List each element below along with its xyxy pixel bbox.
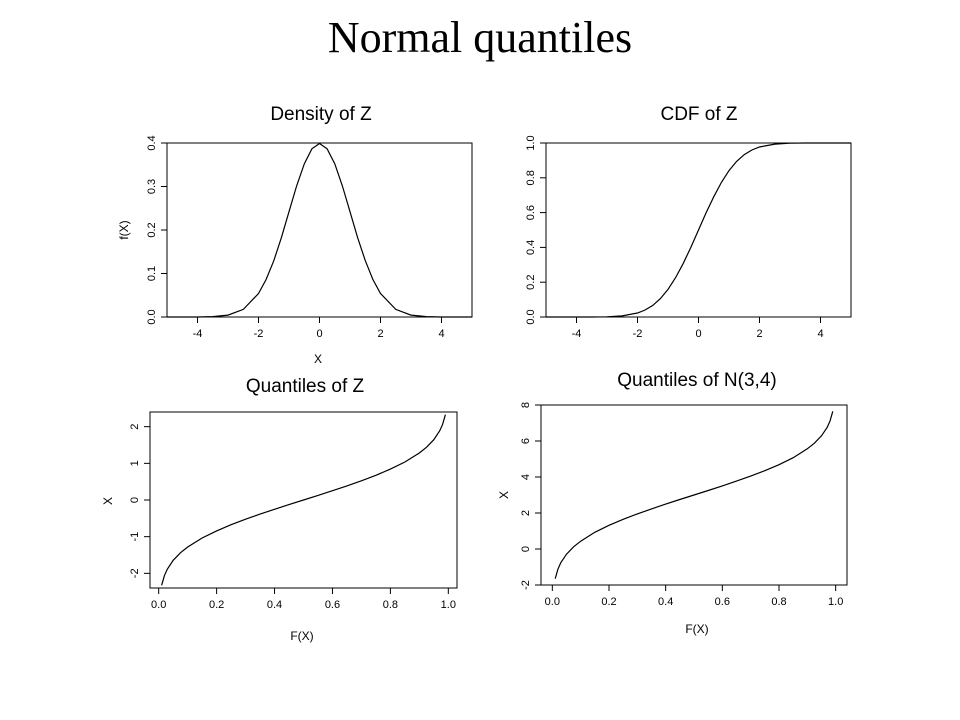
chart-4-ytick-label: 0 (520, 546, 532, 552)
chart-4-ytick-label: 8 (520, 402, 532, 408)
chart-1-title: Density of Z (270, 104, 372, 125)
chart-3-ytick-label: -1 (129, 532, 141, 542)
chart-2-xtick-label: -2 (633, 328, 643, 340)
chart-2-ytick-label: 0.6 (525, 205, 537, 220)
chart-1-series-line (167, 142, 472, 318)
chart-4-xtick-label: 0.8 (771, 596, 786, 608)
chart-3-xtick-label: 0.2 (209, 599, 224, 611)
chart-3-ytick-label: 0 (129, 497, 141, 503)
chart-2-title: CDF of Z (660, 104, 737, 125)
chart-3-xtick-label: 0.4 (267, 599, 282, 611)
chart-2-ytick-label: 0.4 (525, 240, 537, 255)
chart-2-ytick-label: 1.0 (525, 135, 537, 150)
chart-1-ytick-label: 0.1 (146, 266, 158, 281)
chart-4-xlabel: F(X) (685, 622, 708, 636)
chart-2-xtick-label: 4 (817, 328, 823, 340)
chart-2-ytick-label: 0.2 (525, 275, 537, 290)
chart-1-xtick-label: 0 (316, 328, 322, 340)
chart-1-ylabel: f(X) (117, 220, 131, 239)
chart-2-xtick-label: 2 (756, 328, 762, 340)
chart-4-xtick-label: 0.2 (601, 596, 616, 608)
chart-3-series-line (161, 414, 446, 586)
chart-2-series-line (546, 142, 851, 318)
chart-3-xtick-label: 0.8 (383, 599, 398, 611)
chart-3-ytick-label: -2 (129, 568, 141, 578)
chart-1-frame (166, 142, 473, 318)
chart-3-ytick-label: 1 (129, 460, 141, 466)
chart-1-ytick-label: 0.0 (146, 309, 158, 324)
chart-4-ylabel: X (497, 491, 511, 499)
chart-1-xlabel: X (314, 352, 322, 366)
chart-2-ytick-label: 0.8 (525, 170, 537, 185)
chart-3-title: Quantiles of Z (246, 376, 365, 397)
chart-4-frame (540, 404, 848, 586)
slide-title: Normal quantiles (327, 13, 633, 62)
chart-3-xtick-label: 0.6 (325, 599, 340, 611)
chart-3-ytick-label: 2 (129, 424, 141, 430)
chart-1-xtick-label: 2 (377, 328, 383, 340)
chart-4-title: Quantiles of N(3,4) (617, 370, 776, 391)
chart-2-xtick-label: 0 (695, 328, 701, 340)
chart-2-xtick-label: -4 (572, 328, 582, 340)
chart-4-xtick-label: 0.6 (715, 596, 730, 608)
chart-4-ytick-label: -2 (520, 580, 532, 590)
chart-4-xtick-label: 1.0 (828, 596, 843, 608)
chart-1-xtick-label: 4 (438, 328, 444, 340)
chart-2-ytick-label: 0.0 (525, 309, 537, 324)
chart-1-ytick-label: 0.2 (146, 222, 158, 237)
chart-1-xtick-label: -4 (193, 328, 203, 340)
chart-4-ytick-label: 2 (520, 510, 532, 516)
chart-1-xtick-label: -2 (254, 328, 264, 340)
chart-4-ytick-label: 4 (520, 474, 532, 480)
chart-4-ytick-label: 6 (520, 438, 532, 444)
chart-1-ytick-label: 0.3 (146, 179, 158, 194)
chart-3-xlabel: F(X) (290, 629, 313, 643)
chart-4-series-line (554, 411, 834, 579)
chart-4-xtick-label: 0.0 (545, 596, 560, 608)
chart-3-xtick-label: 1.0 (441, 599, 456, 611)
chart-3-ylabel: X (101, 497, 115, 505)
chart-4-xtick-label: 0.4 (658, 596, 673, 608)
chart-1-ytick-label: 0.4 (146, 135, 158, 150)
chart-3-xtick-label: 0.0 (151, 599, 166, 611)
